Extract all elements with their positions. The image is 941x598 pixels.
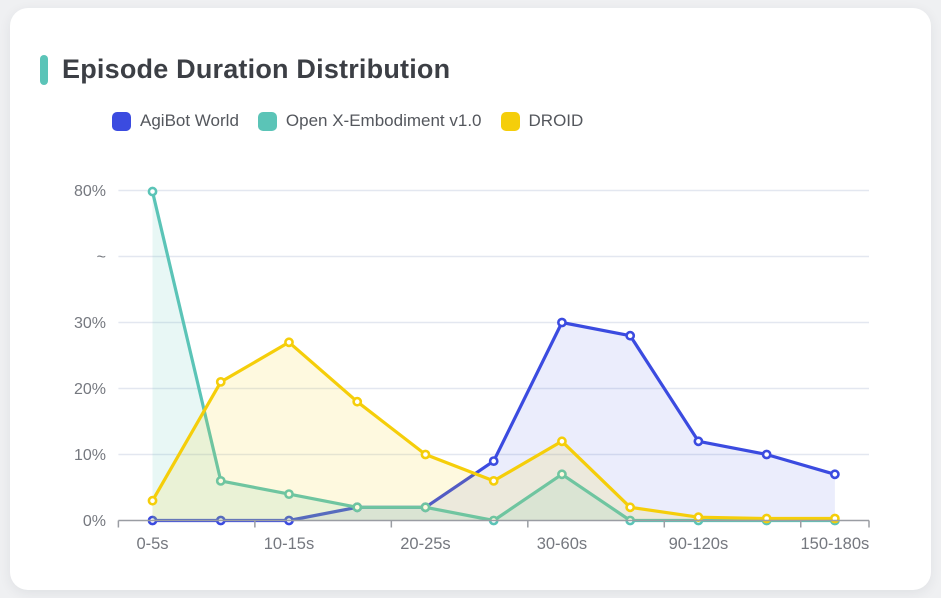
x-axis-tick-label: 10-15s: [264, 535, 314, 553]
data-point-marker-droid[interactable]: [693, 512, 704, 523]
data-point-marker-open-x-embodiment-v1-0[interactable]: [147, 186, 158, 197]
page-title: Episode Duration Distribution: [62, 54, 451, 84]
legend-item-label: AgiBot World: [140, 111, 239, 130]
data-point-marker-agibot-world[interactable]: [488, 456, 499, 466]
legend-item-label: DROID: [528, 111, 584, 130]
data-point-marker-open-x-embodiment-v1-0[interactable]: [420, 502, 431, 513]
series-area-agibot-world: [152, 322, 835, 521]
legend-swatch: [500, 111, 520, 131]
legend-swatch: [257, 111, 277, 131]
data-point-marker-droid[interactable]: [147, 495, 158, 506]
data-point-marker-open-x-embodiment-v1-0[interactable]: [352, 502, 363, 513]
x-axis-tick-label: 30-60s: [537, 535, 587, 553]
title-accent-bar: [40, 54, 48, 85]
data-point-marker-open-x-embodiment-v1-0[interactable]: [557, 469, 567, 480]
x-axis-tick-label: 20-25s: [400, 535, 450, 553]
series-area-droid: [152, 342, 835, 521]
legend-item-droid[interactable]: DROID: [500, 111, 584, 131]
data-point-marker-agibot-world[interactable]: [693, 436, 704, 447]
legend-item-label: Open X-Embodiment v1.0: [285, 111, 482, 130]
title-row: Episode Duration Distribution: [40, 54, 450, 85]
y-axis-tick-label: ~: [97, 249, 106, 266]
x-axis-tick-label: 150-180s: [800, 535, 869, 553]
y-axis-tick-label: 30%: [74, 315, 106, 332]
legend-item-open-x-embodiment-v1-0[interactable]: Open X-Embodiment v1.0: [257, 111, 482, 131]
data-point-marker-agibot-world[interactable]: [829, 469, 840, 480]
legend-swatch: [112, 111, 131, 131]
x-axis-tick-label: 0-5s: [136, 535, 168, 553]
x-axis-tick-label: 90-120s: [669, 535, 729, 553]
series-area-open-x-embodiment-v1-0: [152, 191, 835, 521]
data-point-marker-agibot-world[interactable]: [625, 330, 636, 341]
chart-legend: AgiBot World Open X-Embodiment v1.0 DROID: [112, 111, 583, 131]
data-point-marker-open-x-embodiment-v1-0[interactable]: [215, 475, 226, 486]
data-point-marker-agibot-world[interactable]: [557, 317, 567, 328]
data-point-marker-droid[interactable]: [352, 396, 363, 407]
chart-card: [10, 8, 931, 590]
y-axis-tick-label: 0%: [83, 513, 106, 530]
y-axis-tick-label: 10%: [74, 447, 106, 464]
data-point-marker-droid[interactable]: [557, 436, 567, 447]
y-axis-tick-label: 20%: [74, 381, 106, 398]
data-point-marker-droid[interactable]: [215, 376, 226, 387]
legend-item-agibot-world[interactable]: AgiBot World: [112, 111, 239, 131]
data-point-marker-droid[interactable]: [420, 449, 431, 460]
y-axis-tick-label: 80%: [74, 183, 106, 200]
data-point-marker-droid[interactable]: [488, 475, 499, 486]
data-point-marker-droid[interactable]: [284, 337, 294, 348]
data-point-marker-droid[interactable]: [625, 502, 636, 513]
data-point-marker-open-x-embodiment-v1-0[interactable]: [284, 489, 294, 499]
data-point-marker-agibot-world[interactable]: [761, 449, 772, 460]
